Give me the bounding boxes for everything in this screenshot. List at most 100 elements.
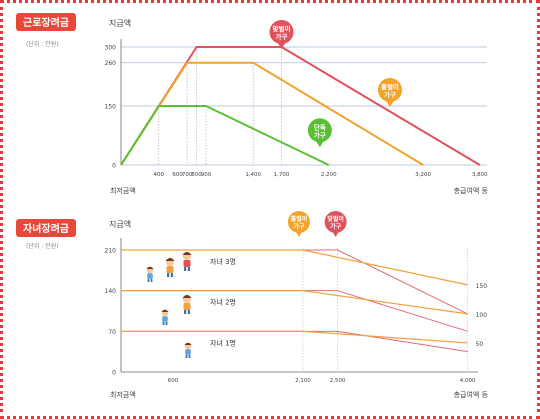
child-leg bbox=[165, 321, 168, 325]
chart2-series-name: 가구 bbox=[293, 223, 305, 231]
child-body bbox=[185, 349, 191, 355]
child-leg bbox=[185, 354, 188, 358]
chart2-y-tick-label: 210 bbox=[105, 248, 117, 255]
chart1-callout-tail bbox=[314, 139, 325, 148]
chart1-y-tick-label: 0 bbox=[112, 163, 116, 170]
child-hair bbox=[184, 342, 192, 345]
chart1-header: 근로장려금 (단위 : 만원) 지급액 최저금액 총급여액 등 bbox=[16, 13, 489, 195]
chart2-xlabel-left: 최저금액 bbox=[110, 390, 136, 399]
chart2-group-label: 자녀 2명 bbox=[210, 298, 236, 307]
child-figure-icon bbox=[182, 294, 192, 314]
chart2-callout-bubble bbox=[324, 211, 347, 233]
child-leg bbox=[184, 310, 187, 314]
child-leg bbox=[188, 354, 191, 358]
chart1-xlabel-left: 최저금액 bbox=[110, 186, 136, 195]
child-body bbox=[166, 266, 174, 273]
chart1-callout-bubble bbox=[307, 118, 332, 143]
chart2-title-badge bbox=[16, 219, 76, 237]
chart1-xlabel-right: 총급여액 등 bbox=[454, 186, 489, 195]
chart1-ylabel: 지급액 bbox=[109, 18, 131, 28]
child-hair bbox=[182, 252, 192, 255]
chart2-header: 자녀장려금 (단위 : 만원) 지급액 최저금액 총급여액 등 bbox=[16, 219, 489, 399]
child-leg bbox=[184, 267, 187, 271]
chart1-series-name: 가구 bbox=[276, 32, 288, 41]
chart1-x-tick-label: 600 bbox=[172, 172, 183, 178]
chart2-single-line bbox=[121, 330, 468, 344]
chart1-series-name: 홑벌이 bbox=[381, 82, 399, 91]
child-leg bbox=[162, 321, 165, 325]
child-body bbox=[147, 273, 153, 279]
child-body bbox=[183, 303, 191, 310]
chart2-couple-line bbox=[121, 290, 468, 332]
chart2-x-tick-label: 600 bbox=[168, 378, 179, 384]
child-figure-icon bbox=[182, 251, 192, 271]
child-leg bbox=[147, 278, 150, 282]
child-hair bbox=[146, 266, 154, 269]
chart1-x-tick-label: 1,700 bbox=[274, 172, 290, 178]
chart1-title: 근로장려금 bbox=[23, 16, 69, 29]
chart2-end-value-label: 100 bbox=[476, 312, 488, 319]
child-body bbox=[162, 316, 168, 322]
chart1-x-tick-label: 3,200 bbox=[415, 172, 431, 178]
chart1-y-tick-label: 150 bbox=[105, 104, 117, 111]
chart1-y-tick-label: 260 bbox=[105, 60, 117, 67]
child-hair bbox=[161, 309, 169, 312]
chart2-xlabel-right: 총급여액 등 bbox=[454, 390, 489, 399]
chart2-single-line bbox=[121, 249, 468, 286]
child-leg bbox=[170, 273, 173, 277]
chart2-unit: (단위 : 만원) bbox=[26, 242, 59, 250]
chart1-y-tick-label: 300 bbox=[105, 45, 117, 52]
chart2-group-label: 자녀 3명 bbox=[210, 257, 236, 266]
child-figure-icon bbox=[146, 266, 154, 282]
chart1-series-name: 가구 bbox=[314, 130, 326, 139]
chart1-series-name: 단독 bbox=[314, 122, 326, 131]
chart2-y-tick-label: 70 bbox=[108, 329, 116, 336]
chart1-callout-tail bbox=[276, 41, 287, 49]
child-body bbox=[183, 260, 191, 267]
chart1-title-badge bbox=[16, 13, 76, 31]
chart2-single-line bbox=[121, 290, 468, 315]
chart2-ylabel: 지급액 bbox=[109, 219, 131, 229]
chart1-series-name: 가구 bbox=[384, 90, 396, 99]
chart1-x-tick-label: 3,800 bbox=[472, 172, 488, 178]
chart1-x-tick-label: 800 bbox=[191, 172, 202, 178]
chart2-couple-line bbox=[121, 330, 468, 353]
child-figure-icon bbox=[165, 257, 175, 277]
chart2-series-name: 맞벌이 bbox=[327, 215, 344, 223]
chart2-x-tick-label: 2,500 bbox=[330, 378, 346, 384]
chart2-callout-tail bbox=[294, 230, 303, 237]
chart2-end-value-label: 150 bbox=[476, 283, 488, 290]
chart2-y-tick-label: 140 bbox=[105, 288, 117, 295]
chart1-x-tick-label: 400 bbox=[154, 172, 165, 178]
chart2-end-value-label: 50 bbox=[476, 341, 484, 348]
child-hair bbox=[182, 295, 192, 298]
chart1-x-tick-label: 900 bbox=[201, 172, 212, 178]
chart2-x-tick-label: 2,100 bbox=[295, 378, 311, 384]
chart2-title: 자녀장려금 bbox=[23, 222, 69, 235]
chart1-series-line bbox=[120, 105, 330, 166]
chart2-y-tick-label: 0 bbox=[112, 370, 116, 377]
chart1-callout-tail bbox=[384, 99, 395, 107]
child-leg bbox=[167, 273, 170, 277]
chart1-x-tick-label: 700 bbox=[182, 172, 193, 178]
chart1-callout-bubble bbox=[377, 78, 402, 102]
child-hair bbox=[165, 258, 175, 261]
child-figure-icon bbox=[184, 342, 192, 358]
chart1-callout-bubble bbox=[269, 20, 294, 44]
chart2-x-tick-label: 4,000 bbox=[460, 378, 476, 384]
chart2-series-name: 가구 bbox=[330, 223, 342, 231]
chart1-x-tick-label: 1,400 bbox=[245, 172, 261, 178]
child-figure-icon bbox=[161, 309, 169, 325]
chart2-callout-tail bbox=[331, 230, 340, 237]
chart2-series-name: 홑벌이 bbox=[291, 215, 308, 223]
chart2-callout-bubble bbox=[287, 211, 310, 233]
chart1-unit: (단위 : 만원) bbox=[26, 40, 59, 48]
chart1-series-name: 맞벌이 bbox=[273, 24, 291, 33]
